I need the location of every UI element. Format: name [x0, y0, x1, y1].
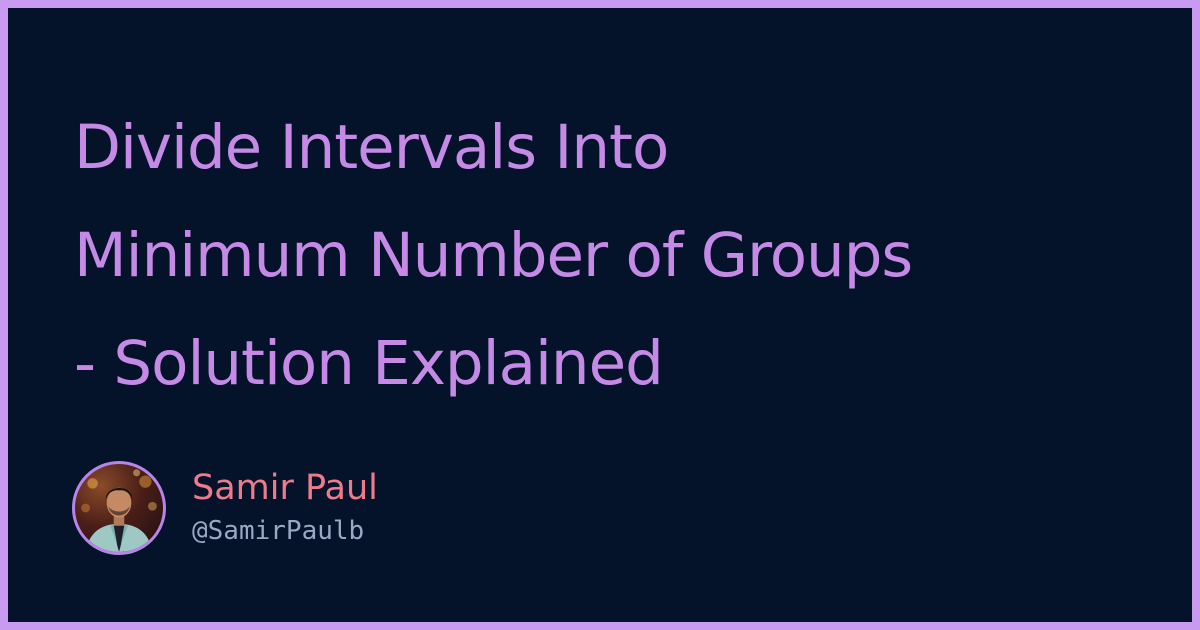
author-handle: @SamirPaulb	[192, 516, 365, 546]
author-block: Samir Paul @SamirPaulb	[72, 458, 378, 558]
author-name: Samir Paul	[192, 468, 378, 508]
title-line-2: Minimum Number of Groups	[74, 220, 913, 291]
title-line-1: Divide Intervals Into	[74, 112, 669, 183]
article-title: Divide Intervals Into Minimum Number of …	[74, 94, 1154, 418]
social-card: Divide Intervals Into Minimum Number of …	[8, 8, 1192, 622]
author-text: Samir Paul @SamirPaulb	[192, 466, 378, 550]
author-photo-icon	[81, 469, 157, 552]
title-line-3: - Solution Explained	[74, 328, 664, 399]
avatar	[72, 461, 166, 555]
